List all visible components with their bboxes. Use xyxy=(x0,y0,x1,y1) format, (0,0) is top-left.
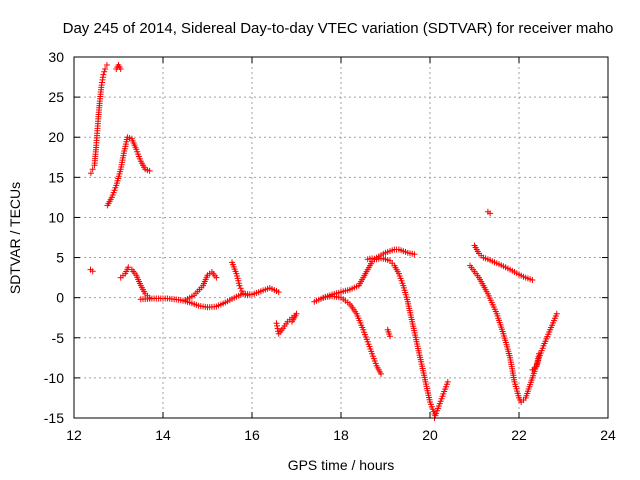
data-point xyxy=(411,251,418,258)
data-point xyxy=(89,166,96,173)
x-axis-label: GPS time / hours xyxy=(288,457,395,473)
y-tick-label: -5 xyxy=(52,330,65,346)
x-tick-label: 20 xyxy=(422,427,438,443)
data-point xyxy=(103,62,110,68)
data-point xyxy=(378,370,384,377)
data-point xyxy=(536,350,542,357)
y-tick-label: 30 xyxy=(48,49,64,65)
x-tick-label: 22 xyxy=(511,427,527,443)
y-tick-label: -15 xyxy=(44,410,64,426)
data-point xyxy=(529,277,536,283)
data-points xyxy=(87,62,560,421)
data-point xyxy=(87,170,94,177)
data-point xyxy=(487,210,494,217)
x-tick-label: 16 xyxy=(244,427,260,443)
y-tick-label: -10 xyxy=(44,370,64,386)
data-point xyxy=(117,66,124,72)
data-point xyxy=(274,322,280,329)
data-point xyxy=(213,274,220,281)
x-tick-label: 18 xyxy=(333,427,349,443)
y-axis-label: SDTVAR / TECUs xyxy=(7,182,23,294)
y-tick-label: 20 xyxy=(48,129,64,145)
x-tick-labels: 12 14 16 18 20 22 24 xyxy=(66,427,616,443)
x-tick-label: 14 xyxy=(155,427,171,443)
y-tick-label: 10 xyxy=(48,209,64,225)
data-point xyxy=(146,167,153,174)
data-point xyxy=(89,268,96,275)
x-tick-label: 24 xyxy=(600,427,616,443)
y-tick-label: 15 xyxy=(48,169,64,185)
data-point xyxy=(236,282,243,289)
data-point xyxy=(289,318,295,325)
grid-lines xyxy=(74,57,608,418)
data-point xyxy=(102,66,109,72)
data-point xyxy=(275,289,282,296)
data-point xyxy=(244,292,251,299)
data-point xyxy=(387,333,393,340)
data-point xyxy=(100,71,107,78)
x-tick-label: 12 xyxy=(66,427,82,443)
data-point xyxy=(101,68,108,75)
data-point xyxy=(444,378,451,385)
y-tick-label: 0 xyxy=(56,290,64,306)
data-point xyxy=(238,288,245,294)
chart-title: Day 245 of 2014, Sidereal Day-to-day VTE… xyxy=(63,20,614,37)
plot-frame xyxy=(73,56,609,419)
data-point xyxy=(237,285,244,292)
data-point xyxy=(553,310,560,317)
y-tick-label: 25 xyxy=(48,89,64,105)
y-tick-label: 5 xyxy=(56,250,64,266)
data-point xyxy=(125,264,132,271)
y-tick-labels: -15 -10 -5 0 5 10 15 20 25 30 xyxy=(44,49,64,426)
